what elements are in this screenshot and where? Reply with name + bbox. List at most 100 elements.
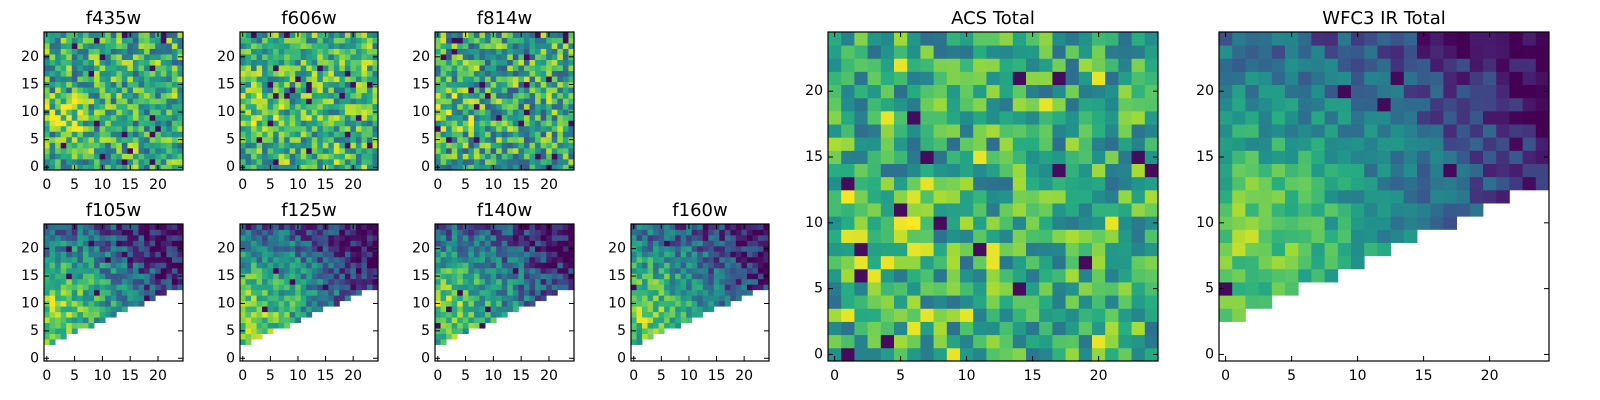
heatmap-cell [1443,45,1457,59]
heatmap-cell [1417,58,1431,72]
heatmap-cell [1285,84,1299,99]
heatmap-cell [529,54,536,60]
heatmap-cell [867,45,882,59]
heatmap-cell [647,306,654,313]
heatmap-cell [973,255,987,270]
heatmap-cell [1131,203,1146,217]
heatmap-cell [132,240,139,247]
heatmap-cell [284,98,291,105]
heatmap-cell [132,229,139,236]
heatmap-cell [273,103,280,110]
heatmap-cell [1285,32,1299,46]
heatmap-cell [94,306,100,313]
heatmap-cell [1351,203,1365,217]
heatmap-cell [60,322,67,329]
heatmap-cell [501,103,508,110]
heatmap-cell [680,267,687,274]
heatmap-cell [99,87,106,94]
heatmap-cell [642,267,648,274]
heatmap-cell [1232,124,1246,138]
heatmap-cell [1403,71,1418,86]
heatmap-cell [1324,189,1339,204]
heatmap-cell [88,273,95,280]
heatmap-cell [372,224,379,230]
heatmap-cell [724,229,731,236]
heatmap-cell [110,289,117,296]
heatmap-cell [1417,216,1431,230]
x-tick-label: 5 [896,368,905,384]
heatmap-cell [557,278,564,285]
heatmap-cell [1522,84,1537,99]
heatmap-cell [251,81,257,88]
heatmap-cell [1285,242,1299,257]
heatmap-cell [1417,137,1431,151]
heatmap-cell [127,70,134,77]
heatmap-cell [841,58,855,72]
heatmap-cell [132,284,139,291]
heatmap-cell [702,234,709,241]
heatmap-cell [110,76,117,83]
heatmap-cell [300,76,307,83]
heatmap-cell [1245,97,1259,112]
heatmap-cell [1144,84,1159,99]
heatmap-cell [94,120,100,127]
x-tick-label: 10 [289,368,307,384]
heatmap-cell [328,251,335,258]
heatmap-cell [653,234,659,241]
heatmap-cell [339,76,346,83]
heatmap-cell [557,125,564,132]
heatmap-cell [496,54,503,60]
heatmap-cell [306,125,313,132]
heatmap-cell [546,59,553,66]
heatmap-cell [1065,124,1080,138]
heatmap-cell [132,131,139,138]
heatmap-cell [854,163,868,178]
heatmap-cell [256,92,263,99]
heatmap-cell [880,268,895,283]
heatmap-cell [278,234,285,241]
heatmap-cell [1337,58,1352,72]
heatmap-cell [462,76,469,83]
heatmap-cell [240,37,246,44]
heatmap-cell [468,48,475,55]
heatmap-cell [350,136,357,143]
heatmap-cell [94,131,100,138]
heatmap-cell [1092,71,1106,86]
heatmap-cell [306,311,313,318]
heatmap-cell [160,32,167,38]
heatmap-cell [344,43,351,49]
heatmap-cell [1271,203,1286,217]
heatmap-cell [468,278,475,285]
heatmap-cell [1443,203,1457,217]
heatmap-cell [479,54,486,60]
heatmap-cell [88,289,95,296]
heatmap-cell [540,98,547,105]
heatmap-cell [457,234,464,241]
panel-title: WFC3 IR Total [1322,8,1445,29]
heatmap-cell [262,54,268,60]
heatmap-cell [278,240,285,247]
heatmap-cell [490,262,497,269]
heatmap-cell [240,125,246,132]
heatmap-cell [300,267,307,274]
heatmap-cell [94,92,100,99]
heatmap-cell [55,295,62,302]
heatmap-cell [451,164,458,171]
heatmap-cell [841,203,855,217]
heatmap-cell [44,98,50,105]
heatmap-cell [284,153,291,160]
heatmap-cell [66,92,73,99]
heatmap-cell [306,70,313,77]
heatmap-cell [907,45,921,59]
heatmap-cell [535,284,542,291]
heatmap-cell [339,70,346,77]
heatmap-cell [66,284,73,291]
heatmap-cell [457,37,464,44]
heatmap-cell [1403,150,1418,164]
heatmap-cell [262,240,268,247]
heatmap-cell [138,289,145,296]
heatmap-cell [355,164,362,171]
heatmap-cell [328,59,335,66]
heatmap-cell [841,71,855,86]
heatmap-cell [568,267,575,274]
